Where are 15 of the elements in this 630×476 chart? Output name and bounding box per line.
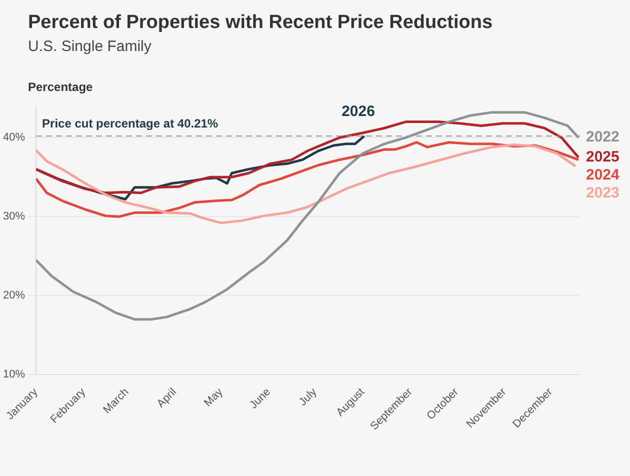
y-axis-title: Percentage — [28, 80, 93, 94]
x-tick-label: May — [202, 386, 226, 410]
y-tick-label: 30% — [2, 210, 26, 223]
series-label: 2022 — [586, 128, 620, 146]
y-tick-label: 20% — [2, 290, 26, 302]
ref-line-label: Price cut percentage at 40.21% — [42, 116, 218, 130]
series-label: 2024 — [586, 166, 620, 184]
chart-subtitle: U.S. Single Family — [28, 38, 152, 55]
series-label: 2025 — [586, 148, 620, 166]
x-tick-label: July — [296, 386, 320, 408]
y-tick-label: 10% — [2, 368, 26, 381]
series-label: 2026 — [342, 103, 375, 120]
y-tick-label: 40% — [2, 132, 26, 144]
chart-title: Percent of Properties with Recent Price Reductions — [28, 12, 493, 34]
series-label: 2023 — [586, 184, 620, 202]
